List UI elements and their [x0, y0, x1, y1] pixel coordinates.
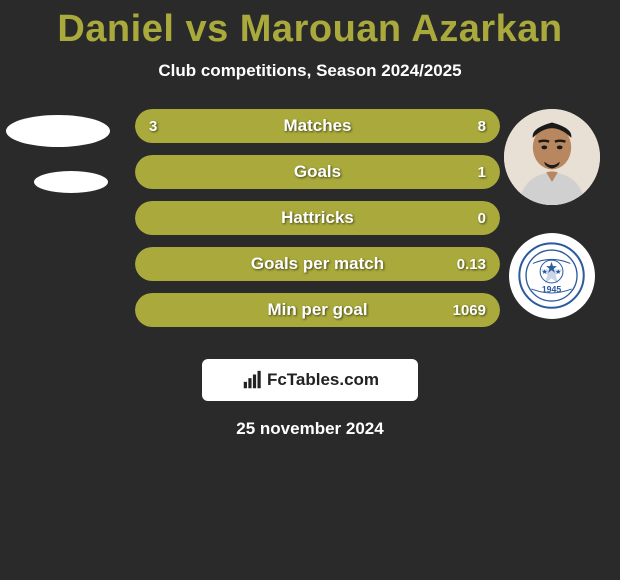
- stat-label: Goals: [135, 155, 500, 189]
- stat-value-right: 0.13: [457, 247, 486, 281]
- stat-row: Hattricks0: [135, 201, 500, 235]
- club-badge-icon: 1945: [518, 242, 585, 309]
- stat-value-right: 1: [478, 155, 486, 189]
- stat-label: Matches: [135, 109, 500, 143]
- stat-bars: Matches3 8 Goals1 Hattricks0 Goals per match…: [135, 109, 500, 339]
- person-icon: [504, 109, 600, 205]
- brand-badge: FcTables.com: [202, 359, 418, 401]
- stat-value-right: 1069: [453, 293, 486, 327]
- comparison-panel: 1945 Matches3 8 Goals1 Hattricks0 Goals per …: [0, 109, 620, 349]
- left-player-avatar-placeholder: [6, 115, 110, 147]
- page-title: Daniel vs Marouan Azarkan: [0, 0, 620, 51]
- stat-label: Goals per match: [135, 247, 500, 281]
- stat-value-right: 8: [478, 109, 486, 143]
- right-player-avatar: [504, 109, 600, 205]
- stat-value-right: 0: [478, 201, 486, 235]
- stat-value-left: 3: [149, 109, 157, 143]
- bar-chart-icon: [241, 369, 263, 391]
- stat-label: Min per goal: [135, 293, 500, 327]
- stat-row: Matches3 8: [135, 109, 500, 143]
- left-club-logo-placeholder: [34, 171, 108, 193]
- stat-row: Goals1: [135, 155, 500, 189]
- left-player-column: [0, 109, 120, 193]
- footer-date: 25 november 2024: [0, 419, 620, 439]
- right-player-column: 1945: [498, 109, 608, 319]
- brand-text: FcTables.com: [267, 370, 379, 390]
- right-club-logo: 1945: [509, 233, 595, 319]
- stat-row: Goals per match0.13: [135, 247, 500, 281]
- stat-label: Hattricks: [135, 201, 500, 235]
- page-subtitle: Club competitions, Season 2024/2025: [0, 61, 620, 81]
- stat-row: Min per goal1069: [135, 293, 500, 327]
